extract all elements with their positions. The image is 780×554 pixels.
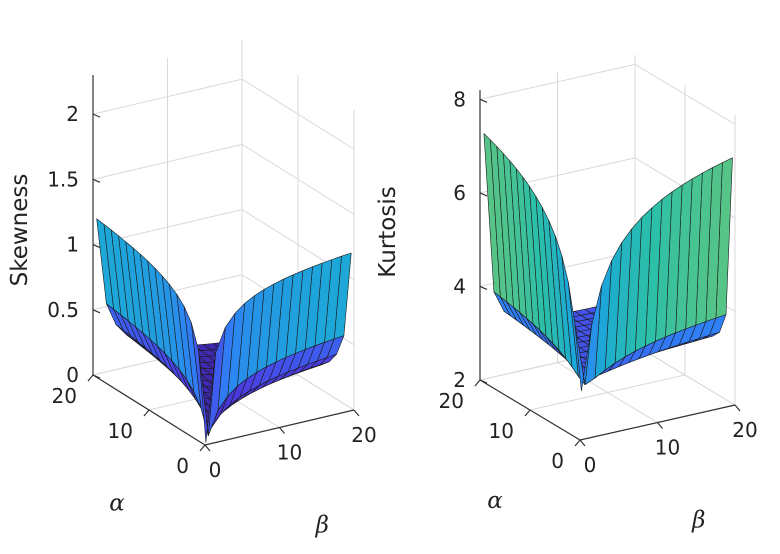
z-axis-label: Skewness [7,174,33,287]
alpha-tick-label: 20 [439,389,464,413]
alpha-tick-label: 10 [489,419,514,443]
alpha-tick-mark [474,379,481,387]
surface-mesh [483,133,733,392]
alpha-tick-label: 0 [551,449,564,473]
z-tick-label: 2 [453,368,466,392]
z-axis-label: Kurtosis [375,186,401,277]
alpha-tick-mark [143,409,150,417]
z-tick-mark [479,98,488,103]
surface-patch [198,350,216,443]
z-tick-mark [92,374,101,379]
surface-patch [574,323,592,392]
beta-tick-label: 20 [351,423,376,447]
z-tick-label: 8 [453,87,466,111]
beta-tick-label: 0 [584,453,597,477]
beta-tick-label: 20 [732,418,757,442]
kurtosis-surface-plot: 2 4 6 8 20 10 0 0 10 20 Kurtosis α β [375,55,758,533]
beta-tick-mark [734,404,741,412]
beta-tick-label: 10 [655,436,680,460]
beta-tick-mark [204,444,211,452]
z-tick-mark [479,285,488,291]
alpha-tick-label: 0 [176,454,189,478]
beta-tick-label: 10 [277,441,302,465]
beta-axis-label: β [691,507,705,533]
beta-tick-label: 0 [209,458,222,482]
alpha-axis-label: α [487,488,503,514]
z-tick-label: 4 [453,274,466,298]
z-gridline [479,63,736,125]
z-tick-label: 6 [453,181,466,205]
beta-tick-mark [279,427,285,434]
alpha-tick-label: 10 [108,419,133,443]
surface-mesh [96,218,352,443]
alpha-tick-mark [524,409,531,417]
z-tick-label: 0.5 [47,298,79,322]
z-tick-label: 1.5 [47,167,79,191]
beta-tick-mark [579,439,586,447]
z-tick-mark [479,379,488,384]
alpha-tick-label: 20 [52,384,77,408]
z-tick-mark [92,178,101,183]
z-tick-mark [479,192,488,197]
beta-tick-mark [657,422,663,429]
z-tick-label: 2 [66,102,79,126]
z-tick-mark [92,113,101,118]
z-tick-label: 1 [66,233,79,257]
alpha-gridline-floor [529,374,686,411]
alpha-tick-mark [574,439,581,447]
alpha-axis-label: α [109,491,125,517]
z-gridline [92,143,355,215]
z-gridline [92,78,355,150]
alpha-tick-mark [87,374,94,382]
z-tick-label: 0 [66,363,79,387]
beta-axis-label: β [315,512,329,538]
beta-tick-mark [353,409,360,417]
z-tick-mark [92,244,101,249]
z-tick-mark [92,309,101,314]
alpha-tick-mark [199,444,206,452]
